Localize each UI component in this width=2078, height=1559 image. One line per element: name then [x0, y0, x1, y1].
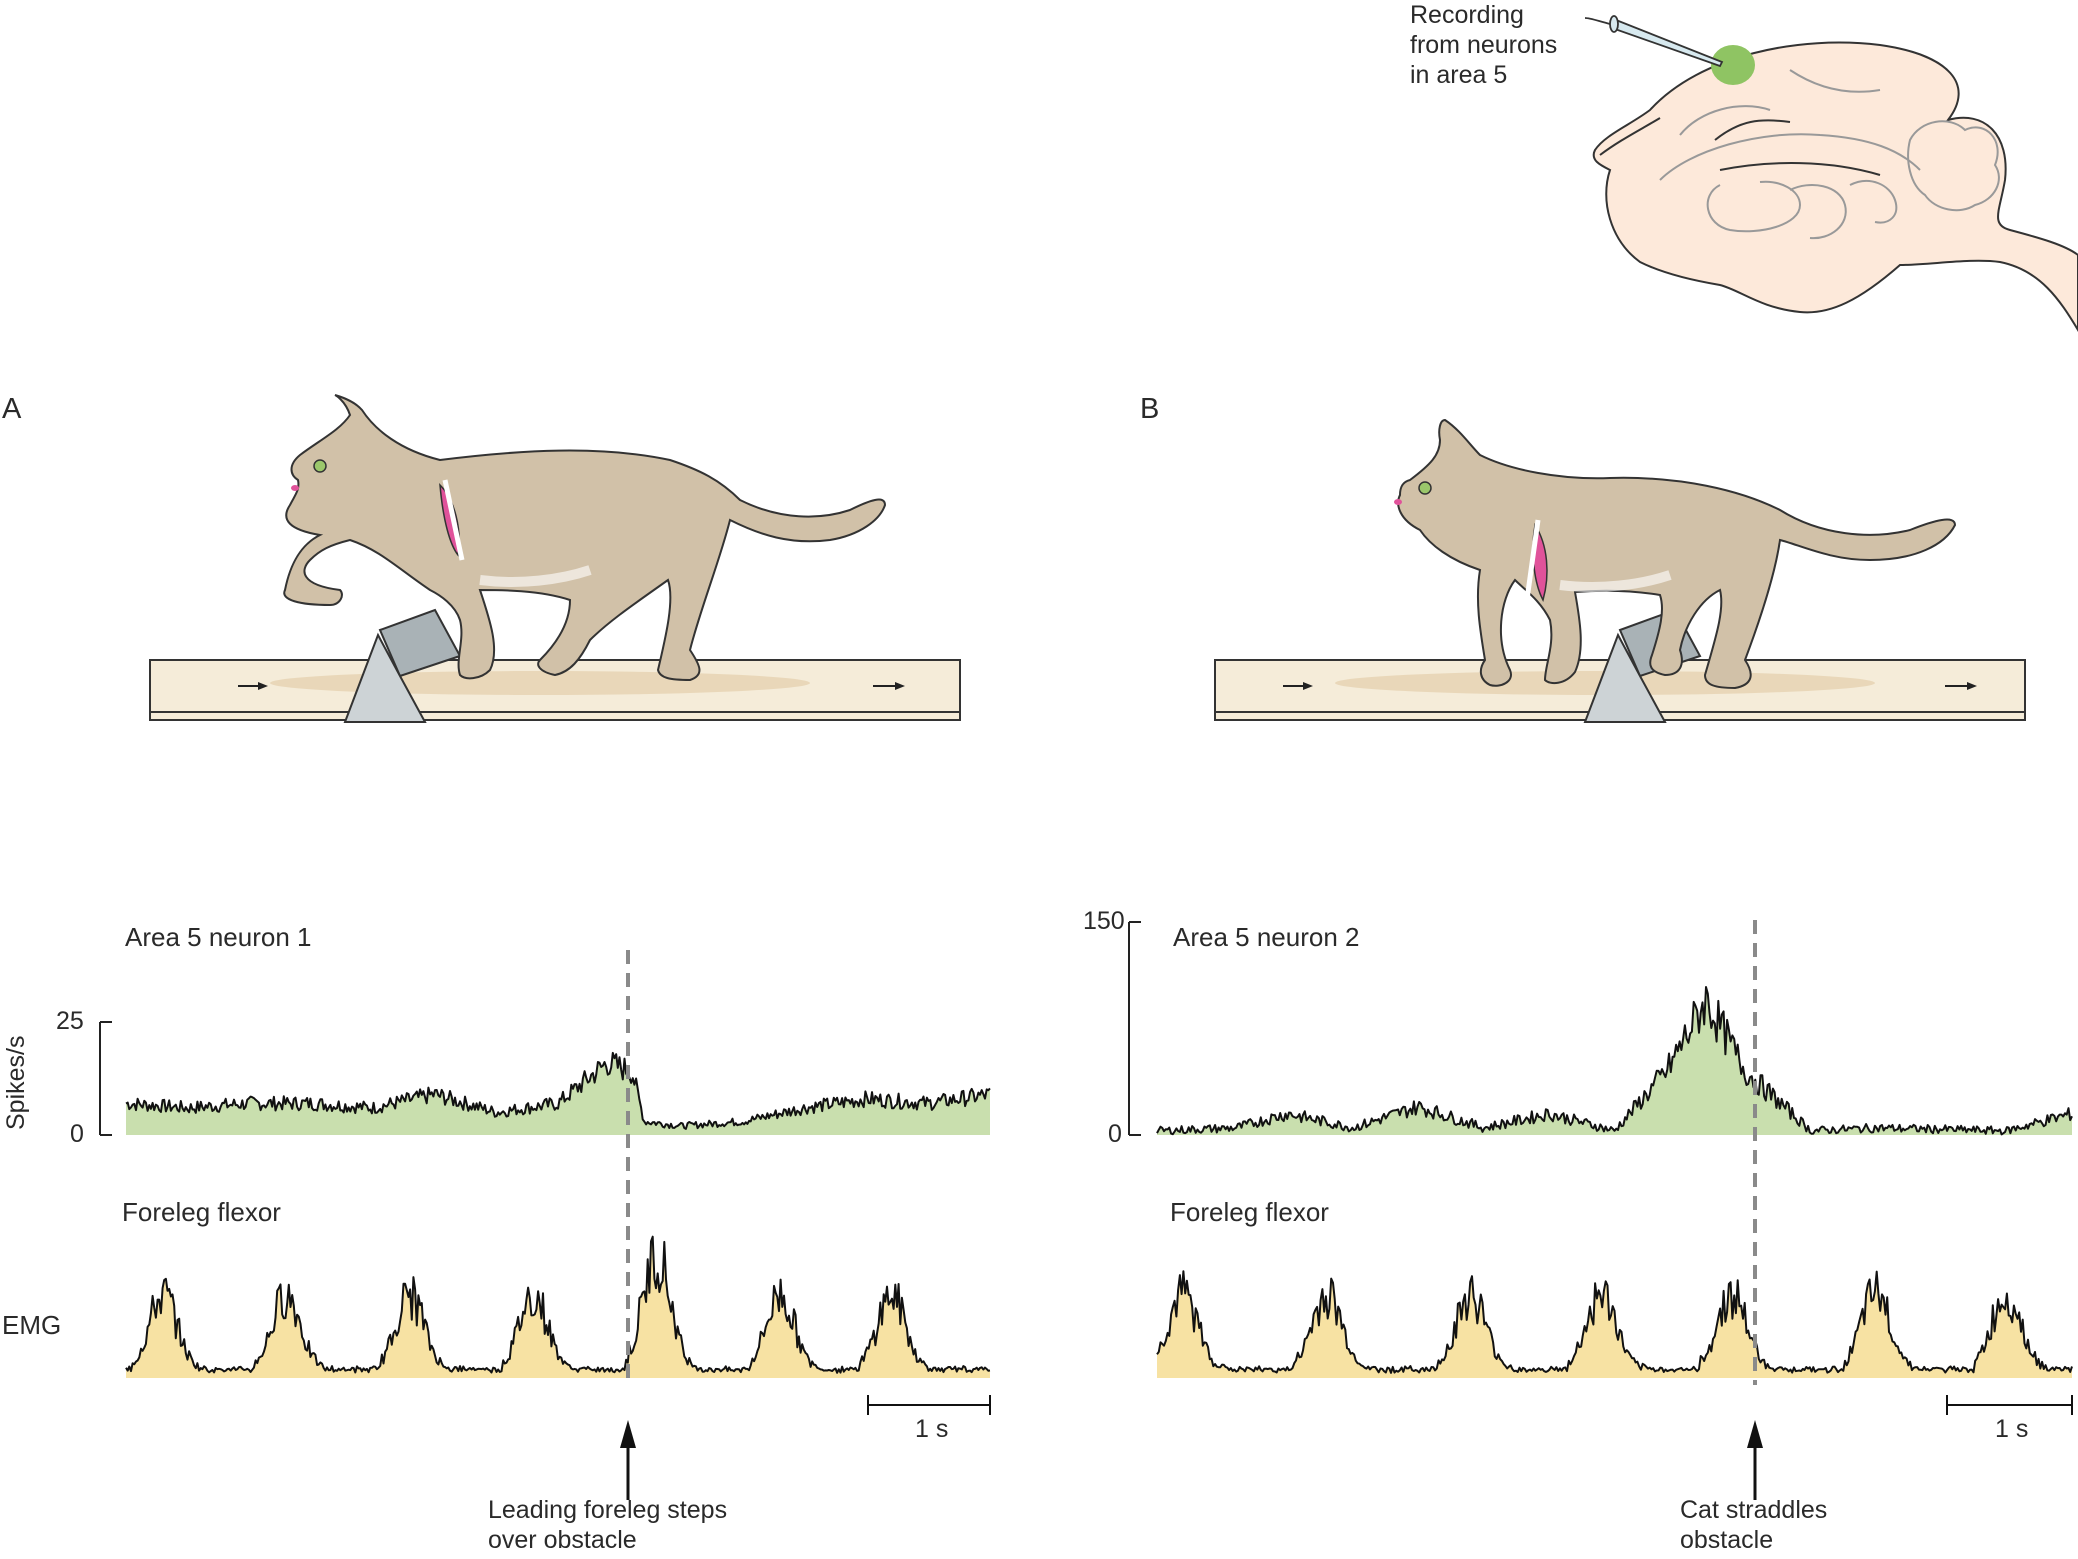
event-arrow-b	[1747, 1420, 1763, 1500]
arrow-icon	[1945, 682, 1977, 690]
scale-label-a: 1 s	[915, 1415, 949, 1443]
caption-line: over obstacle	[488, 1526, 637, 1554]
cat-b	[1394, 418, 1957, 690]
panel-letter-b: B	[1140, 393, 1160, 425]
traces-layer	[125, 986, 2073, 1378]
panel-b-scene	[1214, 418, 2026, 723]
event-caption-b: Cat straddles obstacle	[1680, 1495, 1827, 1555]
brain-label-line: from neurons	[1410, 31, 1558, 59]
neuron-trace-b-line	[1156, 986, 2073, 1136]
caption-line: Leading foreleg steps	[488, 1496, 728, 1524]
panel-letter-a: A	[2, 393, 22, 425]
y-max-a: 25	[56, 1007, 84, 1035]
emg-trace-a-fill	[126, 1236, 990, 1378]
brain-outline	[1592, 41, 2078, 332]
neuron-trace-a-fill	[126, 1052, 990, 1135]
brain-label: Recording from neurons in area 5	[1410, 0, 1557, 90]
emg-trace-b-fill	[1157, 1271, 2072, 1378]
arrow-icon	[1283, 682, 1313, 690]
caption-line: obstacle	[1680, 1526, 1774, 1554]
brain-label-line: in area 5	[1410, 61, 1508, 89]
scale-bar-a	[867, 1395, 991, 1415]
arrow-icon	[238, 682, 268, 690]
y-min-a: 0	[70, 1120, 84, 1148]
y-axis-label-a: Spikes/s	[2, 1035, 30, 1130]
neuron-trace-a-line	[125, 1051, 991, 1130]
cat-a	[283, 394, 887, 682]
y-axis-a	[99, 1021, 112, 1136]
recording-electrode-icon	[1584, 15, 1724, 68]
y-max-b: 150	[1083, 907, 1125, 935]
neuron-title-a: Area 5 neuron 1	[125, 922, 312, 952]
neuron-title-b: Area 5 neuron 2	[1173, 922, 1360, 952]
emg-label: EMG	[2, 1310, 62, 1340]
y-min-b: 0	[1108, 1120, 1122, 1148]
panel-a-scene	[149, 394, 961, 723]
brain-label-line: Recording	[1410, 1, 1524, 29]
neuron-trace-b-fill	[1157, 987, 2072, 1135]
emg-title-a: Foreleg flexor	[122, 1197, 281, 1227]
brain-illustration	[1584, 15, 2078, 332]
scale-bar-b	[1946, 1395, 2073, 1415]
scale-label-b: 1 s	[1995, 1415, 2029, 1443]
obstacle-a	[343, 608, 462, 723]
arrow-icon	[873, 682, 905, 690]
event-caption-a: Leading foreleg steps over obstacle	[488, 1495, 727, 1555]
emg-trace-a-line	[125, 1235, 991, 1374]
emg-trace-b-line	[1156, 1270, 2073, 1374]
emg-title-b: Foreleg flexor	[1170, 1197, 1329, 1227]
event-arrow-a	[620, 1420, 636, 1500]
area5-region	[1711, 45, 1755, 85]
caption-line: Cat straddles	[1680, 1496, 1828, 1524]
y-axis-b	[1128, 921, 1141, 1136]
